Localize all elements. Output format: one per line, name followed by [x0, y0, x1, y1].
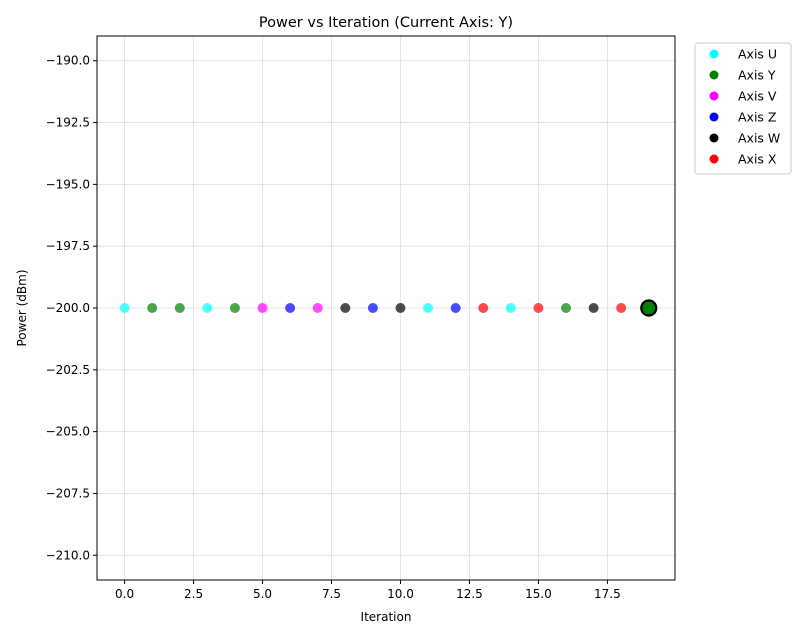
- y-tick-label: −207.5: [46, 486, 90, 500]
- x-axis-ticks: 0.0 2.5 5.0 7.5 10.0 12.5 15.0 17.5: [115, 580, 621, 601]
- data-point-axis-y: [561, 303, 572, 313]
- data-points: [119, 299, 658, 317]
- legend-label: Axis W: [738, 131, 780, 146]
- legend-marker-axis-w: [709, 133, 719, 143]
- data-point-axis-w: [395, 303, 406, 313]
- legend-marker-axis-x: [709, 154, 719, 164]
- legend-label: Axis V: [738, 89, 777, 104]
- legend: Axis U Axis Y Axis V Axis Z Axis W Axis X: [694, 42, 792, 175]
- grid: [97, 36, 675, 580]
- legend-label: Axis X: [738, 152, 777, 167]
- legend-label: Axis Y: [738, 68, 776, 83]
- y-tick-label: −202.5: [46, 363, 90, 377]
- y-tick-label: −190.0: [46, 54, 90, 68]
- data-point-axis-x: [533, 303, 544, 313]
- x-tick-label: 12.5: [456, 587, 483, 601]
- y-axis-label: Power (dBm): [15, 270, 29, 347]
- legend-box: [694, 42, 792, 175]
- data-point-axis-z: [450, 303, 461, 313]
- current-point-marker: [640, 299, 658, 317]
- data-point-axis-v: [312, 303, 323, 313]
- y-tick-label: −205.0: [46, 425, 90, 439]
- legend-marker-axis-z: [709, 112, 719, 122]
- y-tick-label: −210.0: [46, 548, 90, 562]
- x-tick-label: 10.0: [387, 587, 414, 601]
- data-point-axis-z: [367, 303, 378, 313]
- legend-label: Axis Z: [738, 110, 776, 125]
- x-tick-label: 17.5: [594, 587, 621, 601]
- data-point-axis-w: [588, 303, 599, 313]
- x-tick-label: 0.0: [115, 587, 134, 601]
- chart-title: Power vs Iteration (Current Axis: Y): [259, 15, 513, 31]
- data-point-axis-x: [616, 303, 627, 313]
- x-tick-label: 7.5: [322, 587, 341, 601]
- y-tick-label: −195.0: [46, 177, 90, 191]
- data-point-axis-u: [202, 303, 213, 313]
- legend-label: Axis U: [738, 47, 777, 62]
- y-tick-label: −200.0: [46, 301, 90, 315]
- data-point-axis-x: [478, 303, 489, 313]
- data-point-axis-w: [340, 303, 351, 313]
- y-axis-ticks: −190.0 −192.5 −195.0 −197.5 −200.0 −202.5 −205…: [46, 54, 97, 562]
- y-tick-label: −192.5: [46, 116, 90, 130]
- legend-marker-axis-v: [709, 91, 719, 101]
- legend-marker-axis-y: [709, 70, 719, 80]
- x-tick-label: 15.0: [525, 587, 552, 601]
- data-point-axis-v: [257, 303, 268, 313]
- legend-marker-axis-u: [709, 49, 719, 59]
- x-axis-label: Iteration: [361, 610, 412, 624]
- data-point-axis-u: [119, 303, 130, 313]
- data-point-axis-y: [147, 303, 158, 313]
- x-tick-label: 2.5: [184, 587, 203, 601]
- data-point-axis-y: [229, 303, 240, 313]
- x-tick-label: 5.0: [253, 587, 272, 601]
- data-point-axis-u: [505, 303, 516, 313]
- y-tick-label: −197.5: [46, 239, 90, 253]
- data-point-axis-u: [423, 303, 434, 313]
- data-point-axis-z: [285, 303, 296, 313]
- data-point-axis-y: [174, 303, 185, 313]
